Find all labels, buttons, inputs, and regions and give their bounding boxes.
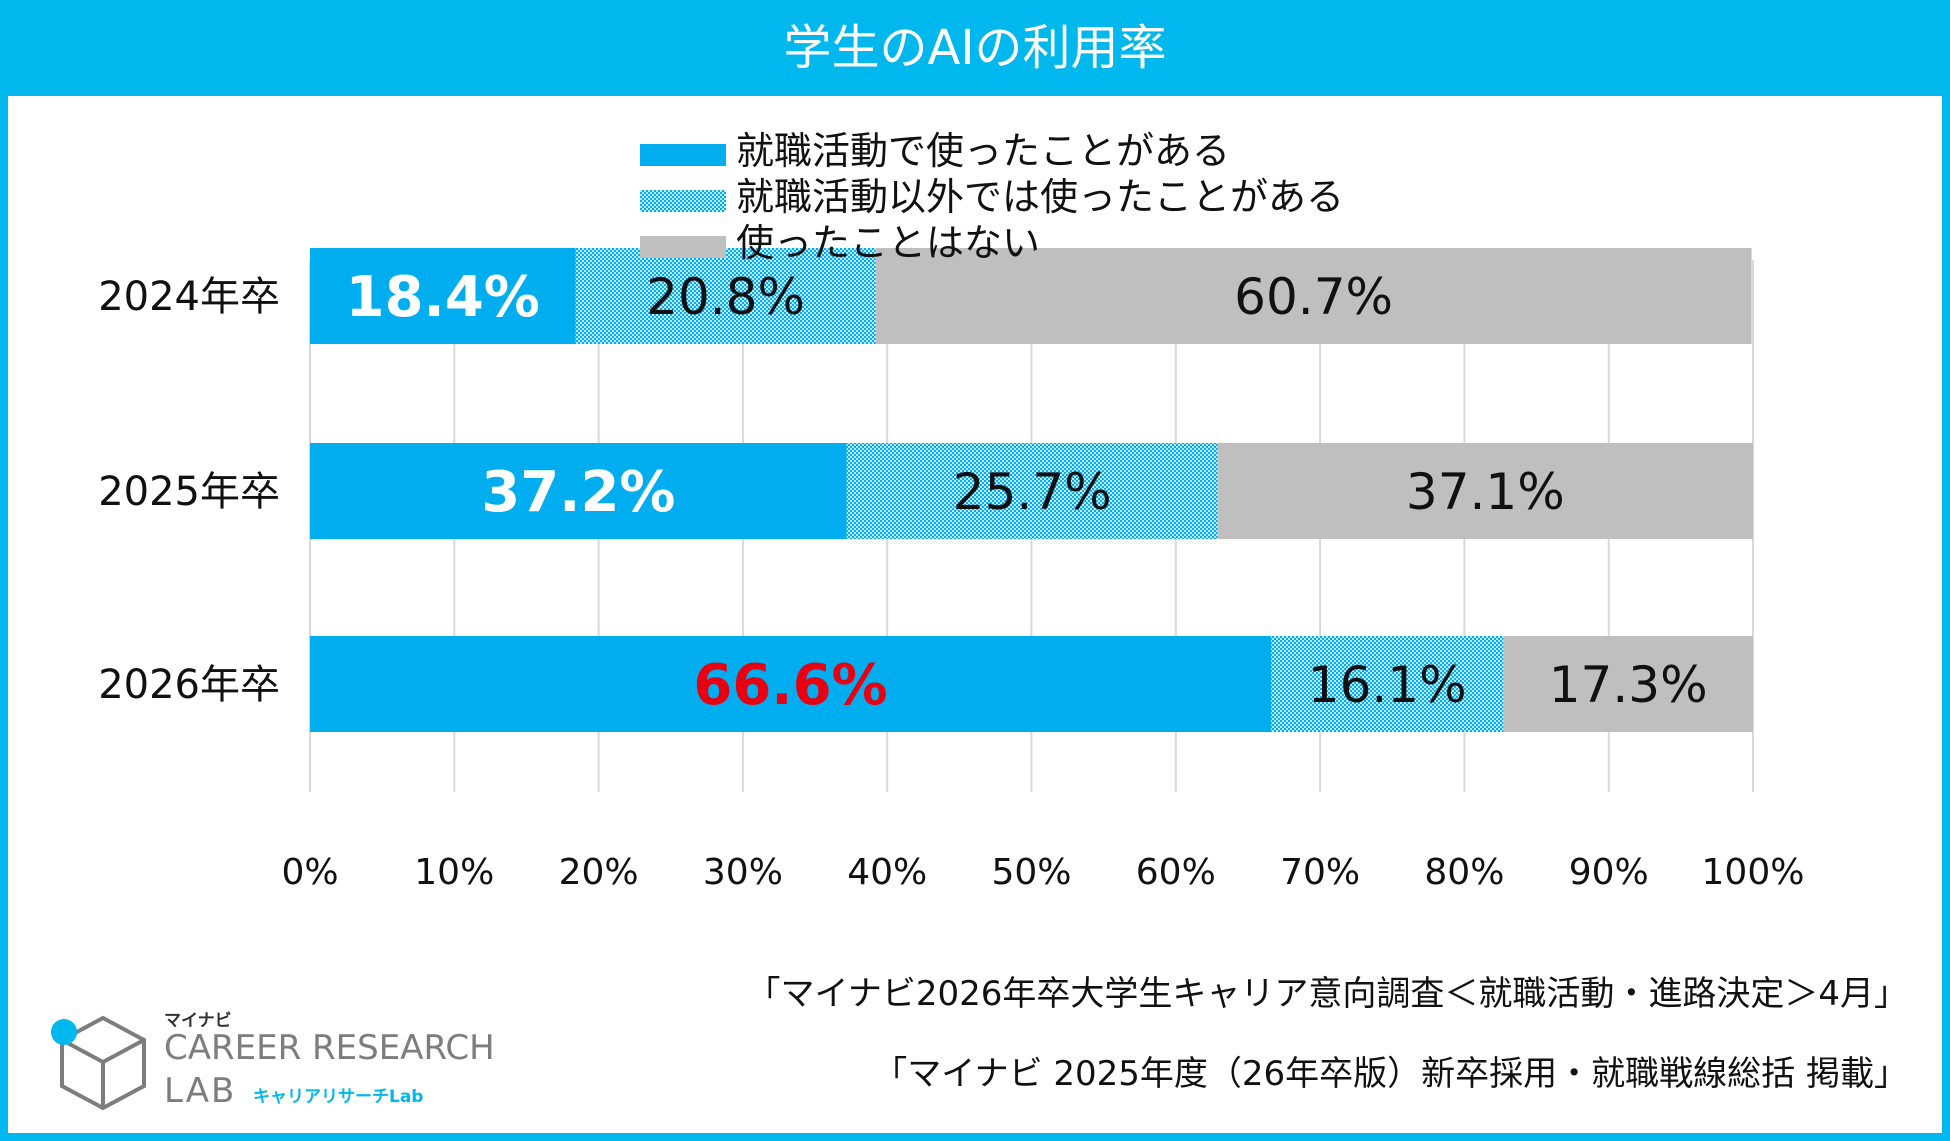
x-tick-label: 0% <box>281 852 338 893</box>
logo-line1: CAREER RESEARCH <box>164 1028 495 1068</box>
legend-label: 就職活動以外では使ったことがある <box>736 175 1344 219</box>
data-label: 37.1% <box>1406 463 1565 521</box>
data-label: 17.3% <box>1549 656 1708 714</box>
bar-segment <box>1503 636 1753 732</box>
x-tick-label: 10% <box>414 852 494 893</box>
bar-segment <box>310 636 1272 732</box>
x-tick-label: 90% <box>1569 852 1649 893</box>
x-tick-label: 50% <box>991 852 1071 893</box>
legend-label: 使ったことはない <box>736 221 1040 265</box>
source-note-2: 「マイナビ 2025年度（26年卒版）新卒採用・就職戦線総括 掲載」 <box>873 1054 1908 1094</box>
x-tick-label: 70% <box>1280 852 1360 893</box>
x-tick-label: 20% <box>559 852 639 893</box>
x-tick-label: 80% <box>1424 852 1504 893</box>
chart-panel: 18.4% 20.8% 60.7% 37.2% 25.7% 37.1% 66.6% 16.1%… <box>8 96 1942 1133</box>
bar-segment <box>310 443 847 539</box>
logo-japanese: キャリアリサーチLab <box>253 1087 424 1107</box>
cube-logo-icon <box>51 1015 146 1111</box>
data-label: 25.7% <box>953 463 1112 521</box>
category-label: 2025年卒 <box>98 469 280 515</box>
bar-segment <box>875 248 1752 344</box>
data-label: 60.7% <box>1234 268 1393 326</box>
x-tick-label: 30% <box>703 852 783 893</box>
stacked-bar-chart: 18.4% 20.8% 60.7% 37.2% 25.7% 37.1% 66.6% 16.1%… <box>98 129 1805 893</box>
x-tick-label: 100% <box>1702 852 1805 893</box>
bar-segment <box>1271 636 1504 732</box>
logo-line2: LAB <box>164 1071 237 1111</box>
data-label: 37.2% <box>481 460 675 525</box>
bar-segment <box>846 443 1218 539</box>
bar-segment <box>1217 443 1753 539</box>
x-tick-label: 40% <box>847 852 927 893</box>
category-label: 2026年卒 <box>98 662 280 708</box>
legend-swatch <box>640 236 726 258</box>
x-tick-label: 60% <box>1136 852 1216 893</box>
data-label: 16.1% <box>1308 656 1467 714</box>
chart-title: 学生のAIの利用率 <box>783 20 1167 76</box>
legend-label: 就職活動で使ったことがある <box>736 129 1230 173</box>
category-label: 2024年卒 <box>98 274 280 320</box>
data-label: 18.4% <box>346 265 540 330</box>
bar-segment <box>310 248 576 344</box>
logo-brand: マイナビ <box>164 1011 232 1031</box>
legend-swatch <box>640 190 726 212</box>
data-label: 66.6% <box>693 653 887 718</box>
source-note-1: 「マイナビ2026年卒大学生キャリア意向調査＜就職活動・進路決定＞4月」 <box>746 974 1908 1014</box>
career-research-lab-logo: マイナビ CAREER RESEARCH LAB キャリアリサーチLab <box>48 1004 495 1129</box>
legend-swatch <box>640 144 726 166</box>
bar-segment <box>575 248 876 344</box>
data-label: 20.8% <box>646 268 805 326</box>
